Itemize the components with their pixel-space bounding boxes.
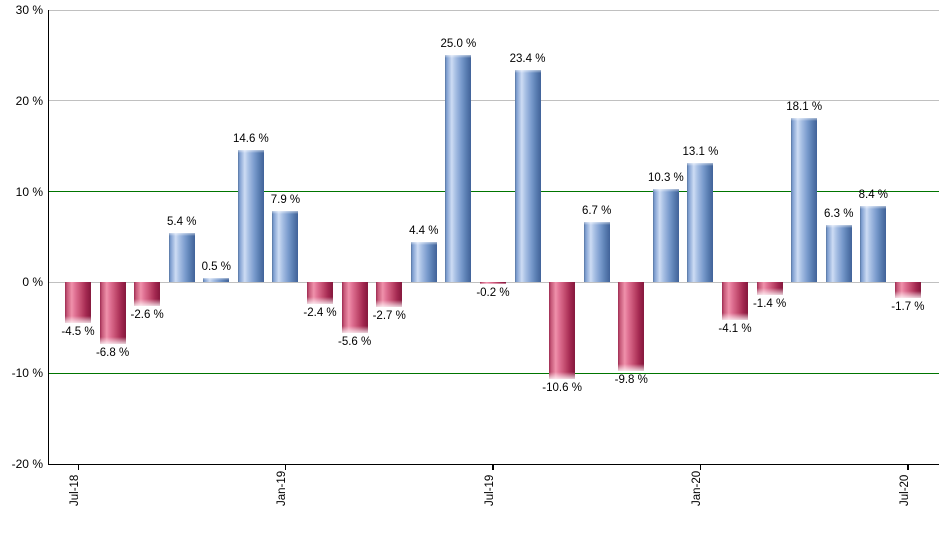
bar-value-label: 14.6 %: [232, 132, 269, 145]
y-axis-label: 0 %: [22, 275, 43, 290]
bar-value-label: 18.1 %: [786, 101, 823, 114]
bar-value-label: 25.0 %: [440, 38, 477, 51]
bar-shine: [687, 163, 714, 167]
bar-value-label: 10.3 %: [647, 171, 684, 184]
x-axis-tick: [492, 465, 494, 470]
bar-value-label: 5.4 %: [167, 216, 197, 229]
bar-value-label: 13.1 %: [682, 146, 719, 159]
bar-value-label: -6.8 %: [95, 347, 130, 360]
bar-shine: [514, 69, 541, 73]
gridline-30: [49, 9, 939, 11]
bar-value-label: -10.6 %: [542, 381, 582, 394]
bar-value-label: 6.3 %: [824, 208, 854, 221]
bar-value-label: 6.7 %: [581, 204, 612, 217]
bar-shine: [272, 210, 299, 214]
bar-negative: [65, 282, 91, 324]
bar-positive: [237, 149, 264, 283]
bar-shine: [376, 299, 403, 307]
bar-positive: [791, 118, 818, 283]
bar-shine: [341, 326, 368, 334]
bar-value-label: -5.6 %: [338, 336, 372, 349]
bar-value-label: 4.4 %: [409, 225, 439, 238]
x-axis-label: Jul-20: [898, 474, 911, 506]
bar-shine: [65, 316, 91, 324]
y-axis-label: -20 %: [11, 457, 43, 471]
x-axis: [48, 463, 939, 466]
bar-shine: [445, 55, 472, 59]
y-axis-label: -10 %: [11, 366, 43, 381]
bar-negative: [618, 282, 645, 372]
y-axis: [48, 10, 50, 465]
bar-shine: [791, 118, 818, 122]
bar-value-label: -2.7 %: [372, 309, 406, 322]
bar-value-label: 8.4 %: [858, 189, 889, 202]
x-axis-tick: [77, 465, 79, 470]
bar-negative: [549, 282, 576, 379]
x-axis-label: Jul-19: [483, 474, 496, 506]
bar-shine: [203, 277, 230, 281]
bar-shine: [825, 225, 852, 229]
bar-positive: [860, 206, 887, 283]
bar-positive: [825, 225, 852, 283]
bar-negative: [894, 282, 921, 298]
y-axis-label: 30 %: [15, 3, 43, 17]
bar-positive: [652, 188, 679, 283]
bar-positive: [410, 242, 437, 283]
bar-value-label: -1.7 %: [891, 300, 925, 313]
bar-negative: [722, 282, 749, 320]
bar-positive: [168, 233, 195, 283]
bar-negative: [307, 282, 334, 305]
bar-shine: [549, 371, 576, 379]
bar-negative: [479, 282, 506, 285]
x-axis-label: Jul-18: [69, 474, 81, 506]
bar-shine: [307, 297, 334, 305]
x-axis-label: Jan-20: [691, 470, 704, 506]
y-axis-label: 10 %: [15, 184, 43, 199]
gridline-20: [49, 100, 939, 102]
bar-negative: [376, 282, 403, 307]
bar-shine: [722, 312, 749, 320]
bar-value-label: 23.4 %: [509, 52, 546, 65]
bar-shine: [618, 364, 645, 372]
bar-value-label: -9.8 %: [614, 374, 648, 387]
bar-shine: [652, 188, 679, 192]
bar-positive: [445, 55, 472, 283]
bar-shine: [99, 337, 126, 345]
bar-negative: [756, 282, 783, 296]
bar-shine: [479, 282, 506, 285]
bar-negative: [341, 282, 368, 334]
bar-shine: [860, 206, 887, 210]
y-axis-label: 20 %: [15, 93, 43, 108]
bar-positive: [272, 210, 299, 283]
bar-value-label: -4.5 %: [61, 326, 95, 339]
bar-negative: [134, 282, 161, 306]
x-axis-tick: [699, 465, 702, 470]
x-axis-tick: [907, 465, 909, 470]
bar-value-label: 7.9 %: [270, 193, 301, 206]
bar-value-label: -2.6 %: [130, 309, 164, 321]
bar-shine: [756, 288, 783, 296]
bar-shine: [410, 242, 437, 246]
bar-value-label: -2.4 %: [303, 307, 337, 320]
bar-positive: [203, 277, 230, 283]
bar-shine: [168, 233, 195, 237]
bar-positive: [583, 221, 610, 283]
bar-value-label: -1.4 %: [752, 298, 787, 311]
bar-negative: [99, 282, 126, 345]
bar-value-label: 0.5 %: [201, 260, 232, 273]
gridline--10: [49, 372, 939, 375]
x-axis-tick: [284, 465, 287, 470]
bar-positive: [687, 163, 714, 283]
x-axis-label: Jan-19: [276, 470, 289, 506]
bar-shine: [134, 298, 161, 306]
bar-shine: [583, 221, 610, 225]
bar-shine: [894, 290, 921, 298]
bar-positive: [514, 69, 541, 283]
bar-value-label: -4.1 %: [718, 322, 752, 335]
gridline-10: [49, 191, 939, 193]
bar-value-label: -0.2 %: [476, 287, 510, 300]
bar-shine: [237, 149, 264, 153]
